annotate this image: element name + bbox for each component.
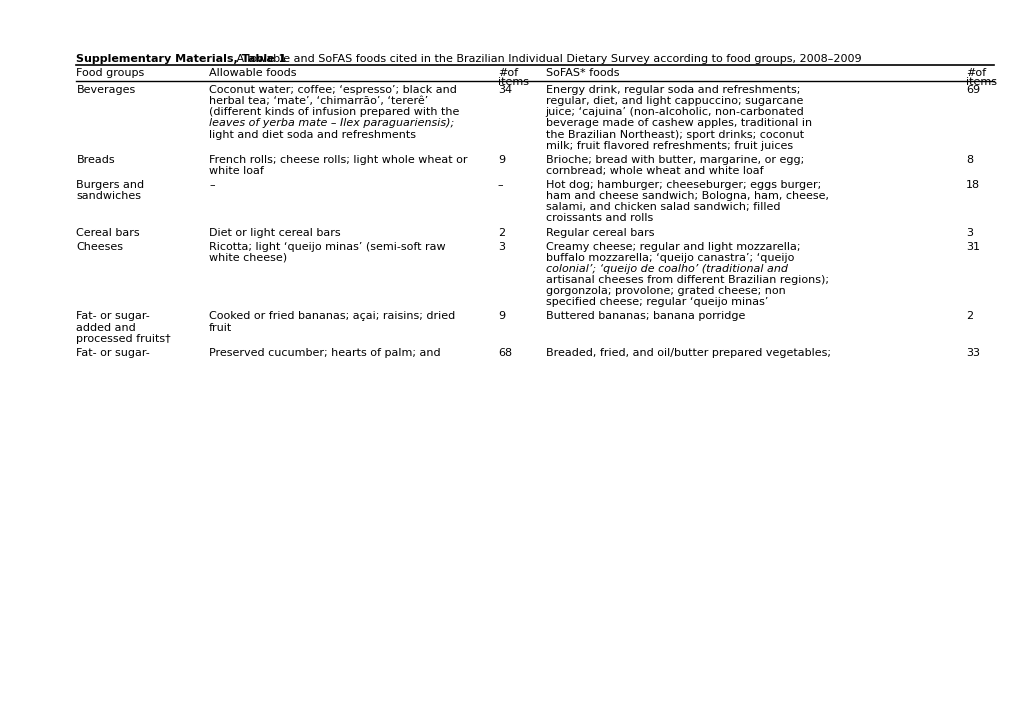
Text: white loaf: white loaf xyxy=(209,166,264,176)
Text: –: – xyxy=(497,180,503,190)
Text: 9: 9 xyxy=(497,155,504,165)
Text: artisanal cheeses from different Brazilian regions);: artisanal cheeses from different Brazili… xyxy=(545,275,827,285)
Text: 2: 2 xyxy=(965,311,972,321)
Text: SoFAS* foods: SoFAS* foods xyxy=(545,68,619,78)
Text: 3: 3 xyxy=(497,242,504,251)
Text: items: items xyxy=(497,77,528,87)
Text: Fat- or sugar-: Fat- or sugar- xyxy=(76,348,150,358)
Text: buffalo mozzarella; ‘queijo canastra’; ‘queijo: buffalo mozzarella; ‘queijo canastra’; ‘… xyxy=(545,253,794,263)
Text: Regular cereal bars: Regular cereal bars xyxy=(545,228,653,238)
Text: Diet or light cereal bars: Diet or light cereal bars xyxy=(209,228,340,238)
Text: Coconut water; coffee; ‘espresso’; black and: Coconut water; coffee; ‘espresso’; black… xyxy=(209,85,457,95)
Text: French rolls; cheese rolls; light whole wheat or: French rolls; cheese rolls; light whole … xyxy=(209,155,467,165)
Text: processed fruits†: processed fruits† xyxy=(76,333,171,343)
Text: salami, and chicken salad sandwich; filled: salami, and chicken salad sandwich; fill… xyxy=(545,202,780,212)
Text: Hot dog; hamburger; cheeseburger; eggs burger;: Hot dog; hamburger; cheeseburger; eggs b… xyxy=(545,180,820,190)
Text: juice; ‘cajuina’ (non-alcoholic, non-carbonated: juice; ‘cajuina’ (non-alcoholic, non-car… xyxy=(545,107,804,117)
Text: cornbread; whole wheat and white loaf: cornbread; whole wheat and white loaf xyxy=(545,166,762,176)
Text: Allowable foods: Allowable foods xyxy=(209,68,297,78)
Text: Preserved cucumber; hearts of palm; and: Preserved cucumber; hearts of palm; and xyxy=(209,348,440,358)
Text: 33: 33 xyxy=(965,348,979,358)
Text: 68: 68 xyxy=(497,348,512,358)
Text: light and diet soda and refreshments: light and diet soda and refreshments xyxy=(209,130,416,140)
Text: Energy drink, regular soda and refreshments;: Energy drink, regular soda and refreshme… xyxy=(545,85,799,95)
Text: sandwiches: sandwiches xyxy=(76,191,142,201)
Text: (different kinds of infusion prepared with the: (different kinds of infusion prepared wi… xyxy=(209,107,459,117)
Text: fruit: fruit xyxy=(209,323,232,333)
Text: –: – xyxy=(209,180,215,190)
Text: items: items xyxy=(965,77,996,87)
Text: gorgonzola; provolone; grated cheese; non: gorgonzola; provolone; grated cheese; no… xyxy=(545,286,785,296)
Text: Buttered bananas; banana porridge: Buttered bananas; banana porridge xyxy=(545,311,744,321)
Text: regular, diet, and light cappuccino; sugarcane: regular, diet, and light cappuccino; sug… xyxy=(545,96,802,106)
Text: 2: 2 xyxy=(497,228,504,238)
Text: 34: 34 xyxy=(497,85,512,95)
Text: Supplementary Materials, Table 1: Supplementary Materials, Table 1 xyxy=(76,54,286,64)
Text: added and: added and xyxy=(76,323,137,333)
Text: specified cheese; regular ‘queijo minas’: specified cheese; regular ‘queijo minas’ xyxy=(545,297,767,307)
Text: #of: #of xyxy=(965,68,985,78)
Text: 69: 69 xyxy=(965,85,979,95)
Text: colonial’; ‘queijo de coalho’ (traditional and: colonial’; ‘queijo de coalho’ (tradition… xyxy=(545,264,787,274)
Text: Ricotta; light ‘queijo minas’ (semi-soft raw: Ricotta; light ‘queijo minas’ (semi-soft… xyxy=(209,242,445,251)
Text: 3: 3 xyxy=(965,228,972,238)
Text: Cooked or fried bananas; açai; raisins; dried: Cooked or fried bananas; açai; raisins; … xyxy=(209,311,454,321)
Text: the Brazilian Northeast); sport drinks; coconut: the Brazilian Northeast); sport drinks; … xyxy=(545,130,803,140)
Text: 8: 8 xyxy=(965,155,972,165)
Text: Breads: Breads xyxy=(76,155,115,165)
Text: 9: 9 xyxy=(497,311,504,321)
Text: Fat- or sugar-: Fat- or sugar- xyxy=(76,311,150,321)
Text: leaves of yerba mate – Ilex paraguariensis);: leaves of yerba mate – Ilex paraguariens… xyxy=(209,118,453,128)
Text: herbal tea; ‘mate’, ‘chimarrão’, ‘tererê’: herbal tea; ‘mate’, ‘chimarrão’, ‘tererê… xyxy=(209,96,428,106)
Text: 18: 18 xyxy=(965,180,979,190)
Text: beverage made of cashew apples, traditional in: beverage made of cashew apples, traditio… xyxy=(545,118,811,128)
Text: Cereal bars: Cereal bars xyxy=(76,228,140,238)
Text: white cheese): white cheese) xyxy=(209,253,287,263)
Text: milk; fruit flavored refreshments; fruit juices: milk; fruit flavored refreshments; fruit… xyxy=(545,140,792,150)
Text: Brioche; bread with butter, margarine, or egg;: Brioche; bread with butter, margarine, o… xyxy=(545,155,803,165)
Text: croissants and rolls: croissants and rolls xyxy=(545,213,652,223)
Text: Cheeses: Cheeses xyxy=(76,242,123,251)
Text: Food groups: Food groups xyxy=(76,68,145,78)
Text: Beverages: Beverages xyxy=(76,85,136,95)
Text: Allowable and SoFAS foods cited in the Brazilian Individual Dietary Survey accor: Allowable and SoFAS foods cited in the B… xyxy=(232,54,860,64)
Text: Creamy cheese; regular and light mozzarella;: Creamy cheese; regular and light mozzare… xyxy=(545,242,800,251)
Text: 31: 31 xyxy=(965,242,979,251)
Text: #of: #of xyxy=(497,68,518,78)
Text: Breaded, fried, and oil/butter prepared vegetables;: Breaded, fried, and oil/butter prepared … xyxy=(545,348,829,358)
Text: ham and cheese sandwich; Bologna, ham, cheese,: ham and cheese sandwich; Bologna, ham, c… xyxy=(545,191,827,201)
Text: Burgers and: Burgers and xyxy=(76,180,145,190)
